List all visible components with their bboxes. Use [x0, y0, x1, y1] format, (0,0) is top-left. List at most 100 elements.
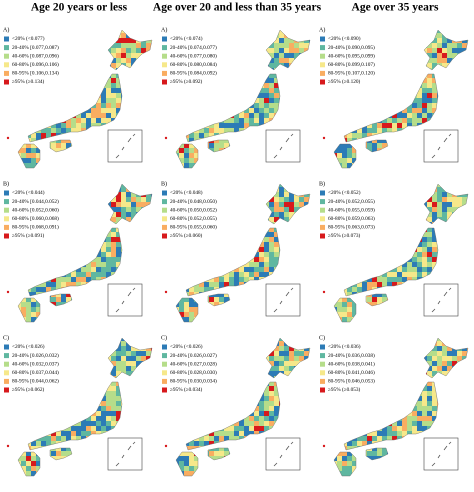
- region: [214, 83, 219, 88]
- region: [199, 396, 204, 401]
- region: [136, 123, 141, 128]
- region: [269, 138, 274, 143]
- region: [264, 143, 269, 148]
- region: [259, 451, 264, 456]
- region: [229, 411, 234, 416]
- region: [116, 202, 121, 207]
- region: [179, 302, 184, 307]
- region: [41, 168, 46, 173]
- region: [179, 143, 184, 148]
- region: [279, 237, 284, 242]
- region: [21, 421, 26, 426]
- region: [61, 346, 66, 351]
- region: [234, 93, 239, 98]
- region: [289, 282, 294, 287]
- region: [214, 302, 219, 307]
- region: [116, 98, 121, 103]
- region: [96, 123, 101, 128]
- region: [136, 446, 141, 451]
- region: [189, 401, 194, 406]
- region: [26, 148, 31, 153]
- region: [66, 386, 71, 391]
- region: [224, 197, 229, 202]
- region: [199, 93, 204, 98]
- region: [101, 346, 106, 351]
- region: [96, 312, 101, 317]
- region: [31, 118, 36, 123]
- inset-box: [107, 437, 143, 471]
- region: [214, 33, 219, 38]
- region: [26, 421, 31, 426]
- region: [41, 113, 46, 118]
- region: [146, 466, 151, 471]
- region: [146, 168, 151, 173]
- region: [76, 93, 81, 98]
- region: [244, 133, 249, 138]
- region: [111, 277, 116, 282]
- region: [299, 371, 304, 376]
- region: [126, 461, 131, 466]
- region: [36, 401, 41, 406]
- region: [146, 287, 151, 292]
- region: [146, 267, 151, 272]
- region: [289, 401, 294, 406]
- region: [131, 113, 136, 118]
- region: [56, 187, 61, 192]
- region: [76, 451, 81, 456]
- region: [254, 456, 259, 461]
- region: [176, 338, 179, 341]
- region: [269, 83, 274, 88]
- region: [131, 118, 136, 123]
- region: [179, 401, 184, 406]
- region: [184, 257, 189, 262]
- region: [91, 202, 96, 207]
- region: [36, 30, 41, 33]
- region: [31, 406, 36, 411]
- region: [309, 401, 310, 406]
- region: [194, 257, 199, 262]
- region: [304, 317, 309, 322]
- region: [101, 128, 106, 133]
- region: [304, 163, 309, 168]
- region: [229, 184, 234, 187]
- region: [46, 272, 51, 277]
- region: [179, 406, 184, 411]
- region: [289, 307, 294, 312]
- region: [244, 317, 249, 322]
- region: [26, 416, 31, 421]
- region: [141, 53, 146, 58]
- region: [299, 272, 304, 277]
- region: [279, 267, 284, 272]
- region: [101, 287, 106, 292]
- region: [86, 456, 91, 461]
- region: [131, 93, 136, 98]
- region: [279, 153, 284, 158]
- region: [96, 322, 101, 327]
- region: [151, 184, 152, 187]
- region: [86, 128, 91, 133]
- region: [179, 431, 184, 436]
- region: [304, 148, 309, 153]
- region: [76, 88, 81, 93]
- region: [179, 471, 184, 476]
- region: [294, 108, 299, 113]
- region: [51, 341, 56, 346]
- region: [18, 466, 21, 471]
- region: [224, 426, 229, 431]
- region: [234, 451, 239, 456]
- region: [239, 441, 244, 446]
- region: [81, 48, 86, 53]
- region: [141, 187, 146, 192]
- region: [66, 356, 71, 361]
- region: [284, 421, 289, 426]
- region: [41, 108, 46, 113]
- region: [121, 376, 126, 381]
- region: [214, 476, 219, 481]
- region: [194, 317, 199, 322]
- region: [71, 272, 76, 277]
- region: [299, 212, 304, 217]
- region: [299, 227, 304, 232]
- region: [81, 153, 86, 158]
- region: [259, 43, 264, 48]
- region: [101, 232, 106, 237]
